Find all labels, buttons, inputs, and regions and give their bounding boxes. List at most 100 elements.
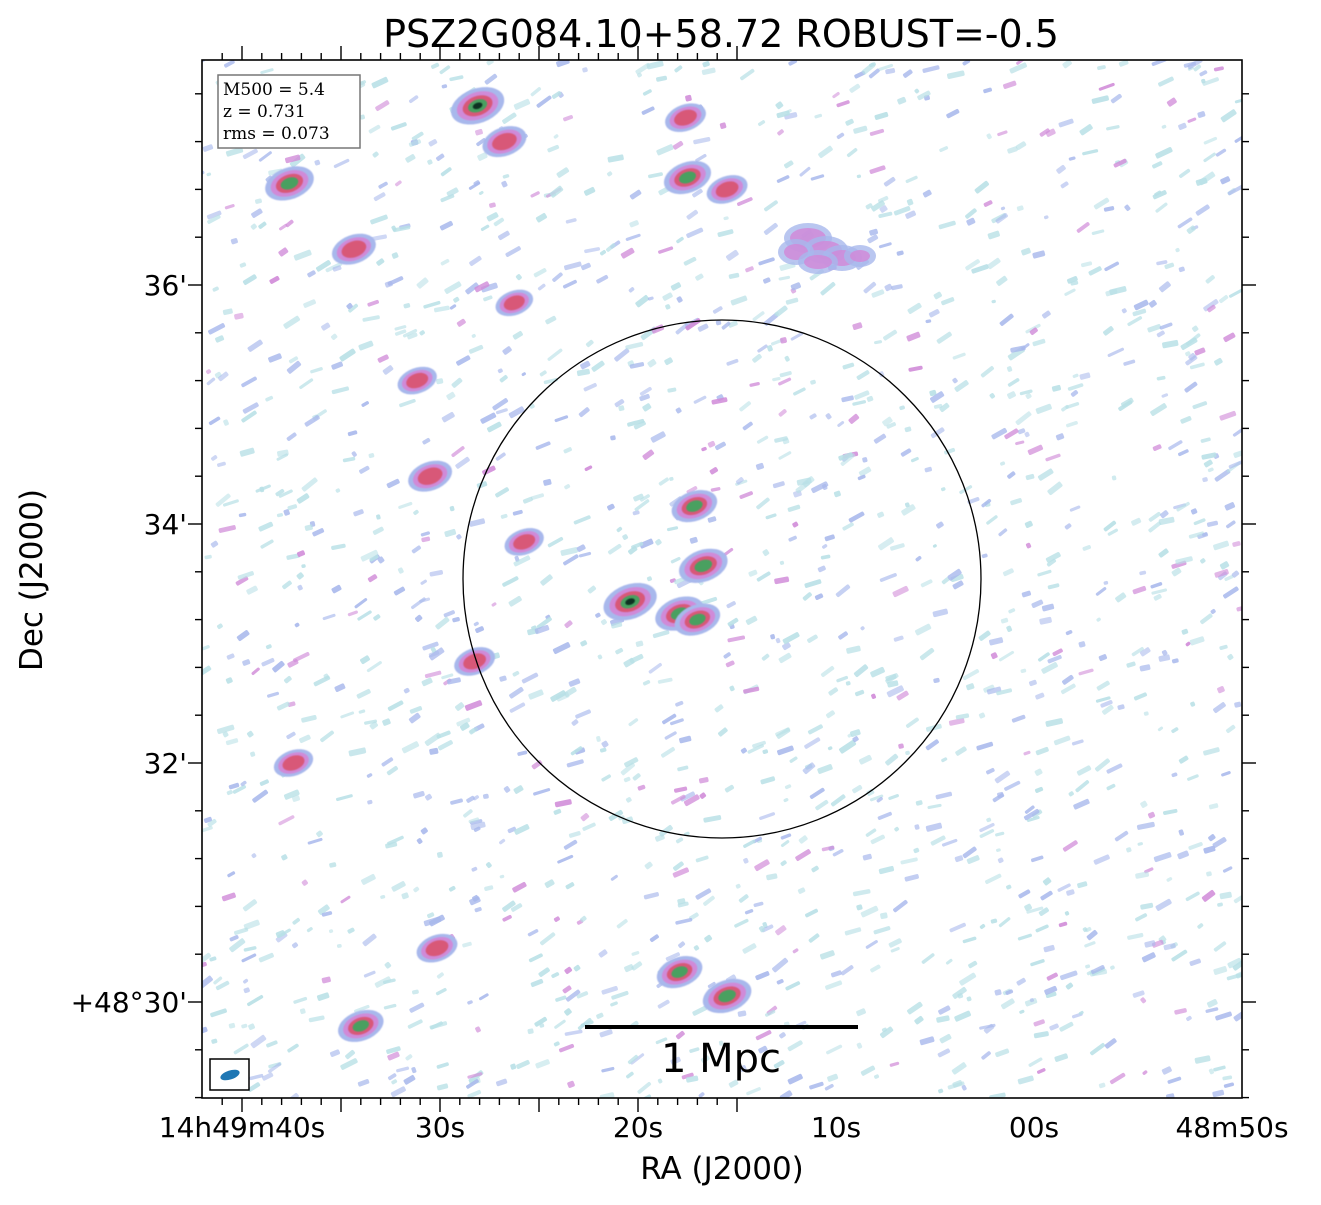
noise-speckle	[515, 274, 522, 281]
noise-speckle	[1086, 929, 1098, 941]
noise-speckle	[530, 978, 544, 988]
noise-speckle	[549, 185, 564, 198]
noise-speckle	[772, 376, 781, 382]
noise-speckle	[1035, 924, 1049, 933]
noise-speckle	[978, 712, 986, 719]
noise-speckle	[292, 795, 300, 802]
noise-speckle	[501, 180, 508, 188]
noise-speckle	[508, 406, 525, 419]
noise-speckle	[1171, 727, 1179, 734]
noise-speckle	[353, 509, 364, 517]
noise-speckle	[896, 250, 904, 256]
noise-speckle	[1151, 939, 1164, 948]
noise-speckle	[1174, 1008, 1187, 1015]
noise-speckle	[230, 238, 238, 245]
noise-speckle	[493, 217, 505, 227]
noise-speckle	[313, 675, 331, 687]
noise-speckle	[1025, 542, 1032, 549]
noise-speckle	[664, 731, 677, 740]
noise-speckle	[700, 1055, 710, 1064]
noise-speckle	[686, 209, 699, 220]
noise-speckle	[1045, 128, 1056, 137]
noise-speckle	[673, 786, 688, 793]
noise-speckle	[996, 688, 1013, 696]
noise-speckle	[1157, 726, 1164, 732]
noise-speckle	[1152, 190, 1167, 200]
noise-speckle	[1028, 1057, 1043, 1067]
noise-speckle	[1197, 923, 1204, 929]
noise-speckle	[715, 441, 726, 451]
noise-speckle	[677, 765, 689, 772]
noise-speckle	[780, 833, 792, 840]
noise-speckle	[261, 1072, 274, 1081]
noise-speckle	[1121, 397, 1134, 408]
noise-speckle	[758, 925, 765, 933]
noise-speckle	[446, 391, 456, 401]
noise-speckle	[718, 1040, 724, 1046]
noise-speckle	[852, 889, 871, 897]
radio-source	[331, 233, 376, 265]
noise-speckle	[228, 1022, 236, 1029]
noise-speckle	[1127, 316, 1143, 327]
noise-speckle	[856, 904, 863, 911]
noise-speckle	[1107, 528, 1119, 536]
noise-speckle	[1199, 70, 1208, 77]
noise-speckle	[893, 206, 911, 216]
source-contour	[463, 653, 486, 670]
noise-speckle	[878, 865, 895, 875]
noise-speckle	[761, 653, 770, 661]
noise-speckle	[1060, 181, 1069, 189]
noise-speckle	[747, 744, 764, 754]
noise-speckle	[568, 678, 581, 687]
noise-speckle	[991, 427, 1008, 440]
noise-speckle	[361, 873, 376, 885]
noise-speckle	[347, 927, 355, 934]
noise-speckle	[564, 1008, 572, 1016]
noise-speckle	[715, 320, 722, 326]
noise-speckle	[1118, 60, 1129, 67]
noise-speckle	[820, 282, 836, 296]
noise-speckle	[986, 133, 992, 140]
noise-speckle	[998, 650, 1015, 662]
noise-speckle	[372, 151, 379, 158]
noise-speckle	[852, 784, 863, 794]
noise-speckle	[782, 642, 791, 651]
noise-speckle	[890, 543, 905, 551]
noise-speckle	[530, 191, 540, 198]
noise-speckle	[849, 83, 861, 93]
noise-speckle	[1232, 425, 1242, 437]
noise-speckle	[1104, 1038, 1117, 1049]
noise-speckle	[932, 544, 937, 548]
y-tick-label: 36'	[144, 269, 187, 302]
noise-speckle	[436, 378, 444, 385]
noise-speckle	[340, 895, 351, 904]
noise-speckle	[566, 759, 584, 768]
noise-speckle	[1007, 471, 1016, 479]
noise-speckle	[1037, 468, 1054, 481]
noise-speckle	[1222, 1075, 1233, 1081]
noise-speckle	[695, 273, 704, 281]
noise-speckle	[242, 274, 257, 286]
noise-speckle	[251, 667, 260, 675]
noise-speckle	[1186, 1015, 1192, 1022]
noise-speckle	[258, 952, 274, 963]
noise-speckle	[1171, 772, 1178, 778]
noise-speckle	[780, 860, 787, 866]
noise-speckle	[678, 941, 686, 949]
noise-speckle	[704, 934, 713, 943]
noise-speckle	[420, 827, 428, 835]
noise-speckle	[1006, 625, 1013, 632]
noise-speckle	[930, 391, 945, 403]
noise-speckle	[565, 218, 577, 224]
noise-speckle	[1205, 275, 1215, 284]
noise-speckle	[913, 847, 920, 854]
noise-speckle	[774, 312, 779, 316]
noise-speckle	[552, 272, 563, 282]
noise-speckle	[959, 972, 977, 986]
noise-speckle	[1047, 654, 1062, 664]
noise-speckle	[223, 419, 229, 426]
noise-speckle	[371, 76, 389, 89]
info-line-m500: M500 = 5.4	[223, 80, 325, 100]
noise-speckle	[340, 711, 355, 719]
noise-speckle	[914, 88, 920, 94]
